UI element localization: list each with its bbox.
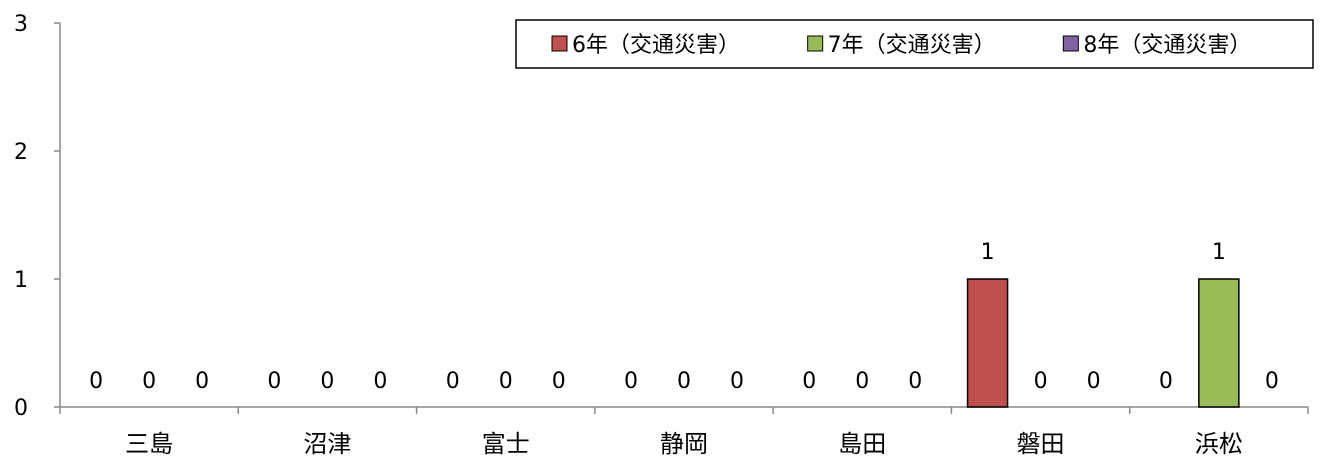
- legend-swatch: [551, 35, 568, 52]
- y-tick-label: 2: [14, 140, 28, 165]
- data-label: 0: [1265, 369, 1279, 394]
- x-category-label: 静岡: [660, 430, 708, 458]
- legend-swatch: [1062, 35, 1079, 52]
- legend-swatch: [807, 35, 824, 52]
- data-label: 0: [855, 369, 869, 394]
- chart-legend: 6年（交通災害） 7年（交通災害） 8年（交通災害）: [515, 19, 1314, 69]
- data-label: 0: [446, 369, 460, 394]
- x-category-label: 磐田: [1017, 430, 1065, 458]
- data-label: 0: [320, 369, 334, 394]
- x-category-label: 島田: [838, 430, 886, 458]
- legend-label: 7年（交通災害）: [828, 33, 996, 58]
- data-label: 0: [1034, 369, 1048, 394]
- data-label: 0: [267, 369, 281, 394]
- y-tick-label: 0: [14, 396, 28, 421]
- data-label: 0: [908, 369, 922, 394]
- data-label: 0: [677, 369, 691, 394]
- data-label: 0: [624, 369, 638, 394]
- bar: [1198, 278, 1240, 408]
- legend-label: 8年（交通災害）: [1083, 33, 1251, 58]
- data-label: 0: [142, 369, 156, 394]
- x-category-label: 三島: [125, 430, 173, 458]
- data-label: 0: [499, 369, 513, 394]
- legend-label: 6年（交通災害）: [572, 33, 740, 58]
- x-category-label: 沼津: [303, 430, 351, 458]
- data-label: 0: [195, 369, 209, 394]
- data-label: 0: [1087, 369, 1101, 394]
- data-label: 1: [981, 240, 995, 265]
- y-tick-label: 3: [14, 12, 28, 37]
- bar: [966, 278, 1009, 408]
- plot-area: 0 1 2 3 0 0 0 三島 0 0 0 沼津 0 0 0 富士 0 0 0 静岡 0 0 0 島田 1 0 0 磐田 0 1 0 浜松: [14, 12, 1309, 458]
- data-label: 0: [89, 369, 103, 394]
- y-tick-label: 1: [14, 268, 28, 293]
- x-category-label: 浜松: [1195, 430, 1243, 458]
- data-label: 0: [802, 369, 816, 394]
- x-category-label: 富士: [482, 430, 530, 458]
- data-label: 0: [730, 369, 744, 394]
- data-label: 1: [1212, 240, 1226, 265]
- legend-box: [515, 19, 1314, 69]
- data-label: 0: [373, 369, 387, 394]
- data-label: 0: [1159, 369, 1173, 394]
- data-label: 0: [552, 369, 566, 394]
